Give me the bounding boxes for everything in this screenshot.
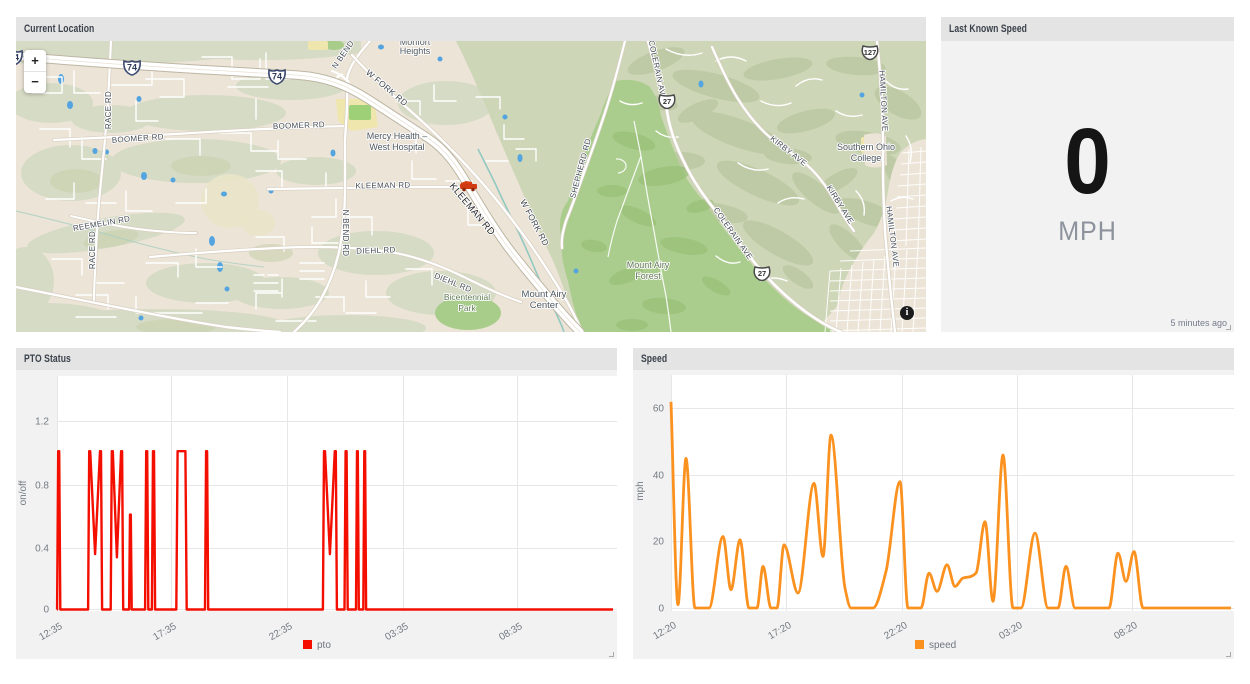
svg-text:RACE RD: RACE RD bbox=[104, 91, 113, 129]
svg-text:DIEHL RD: DIEHL RD bbox=[356, 245, 396, 255]
svg-text:12:20: 12:20 bbox=[651, 620, 679, 642]
svg-text:HAMILTON AVE: HAMILTON AVE bbox=[877, 70, 889, 132]
svg-text:Forest: Forest bbox=[635, 271, 661, 281]
svg-text:17:20: 17:20 bbox=[766, 620, 794, 642]
svg-text:Mount Airy: Mount Airy bbox=[522, 289, 567, 300]
svg-text:on/off: on/off bbox=[18, 480, 29, 505]
svg-text:Southern Ohio: Southern Ohio bbox=[837, 142, 895, 152]
svg-text:0: 0 bbox=[658, 604, 664, 615]
svg-text:60: 60 bbox=[653, 404, 665, 415]
svg-text:27: 27 bbox=[663, 97, 671, 106]
svg-text:speed: speed bbox=[929, 640, 956, 651]
svg-text:Monfort: Monfort bbox=[400, 41, 431, 47]
svg-text:22:35: 22:35 bbox=[267, 621, 295, 643]
svg-text:KLEEMAN RD: KLEEMAN RD bbox=[355, 181, 410, 191]
svg-text:08:35: 08:35 bbox=[497, 621, 525, 643]
svg-text:0.8: 0.8 bbox=[35, 481, 49, 492]
svg-text:College: College bbox=[851, 153, 882, 163]
svg-text:Center: Center bbox=[530, 300, 559, 311]
svg-text:74: 74 bbox=[127, 62, 137, 72]
svg-text:mph: mph bbox=[635, 481, 646, 500]
svg-text:Bicentennial: Bicentennial bbox=[444, 292, 490, 302]
svg-text:RACE RD: RACE RD bbox=[88, 231, 97, 269]
svg-text:pto: pto bbox=[317, 640, 331, 651]
svg-text:22:20: 22:20 bbox=[882, 620, 910, 642]
svg-text:27: 27 bbox=[758, 269, 766, 278]
svg-text:1.2: 1.2 bbox=[35, 417, 49, 428]
svg-text:03:35: 03:35 bbox=[383, 621, 411, 643]
svg-text:0.4: 0.4 bbox=[35, 544, 49, 555]
svg-text:West Hospital: West Hospital bbox=[369, 142, 424, 152]
svg-text:03:20: 03:20 bbox=[997, 620, 1025, 642]
svg-text:12:35: 12:35 bbox=[37, 621, 65, 643]
svg-text:0: 0 bbox=[43, 605, 49, 616]
svg-text:BOOMER RD: BOOMER RD bbox=[273, 120, 325, 131]
svg-text:Park: Park bbox=[458, 303, 476, 313]
svg-text:74: 74 bbox=[16, 52, 19, 62]
svg-text:40: 40 bbox=[653, 471, 665, 482]
svg-text:74: 74 bbox=[272, 71, 282, 81]
svg-text:08:20: 08:20 bbox=[1112, 620, 1140, 642]
svg-text:Mount Airy: Mount Airy bbox=[627, 260, 670, 270]
svg-text:Mercy Health –: Mercy Health – bbox=[367, 131, 428, 141]
svg-text:N BEND RD: N BEND RD bbox=[341, 210, 350, 257]
svg-text:Heights: Heights bbox=[400, 46, 431, 56]
svg-text:17:35: 17:35 bbox=[151, 621, 179, 643]
svg-text:20: 20 bbox=[653, 537, 665, 548]
svg-text:127: 127 bbox=[864, 48, 877, 57]
